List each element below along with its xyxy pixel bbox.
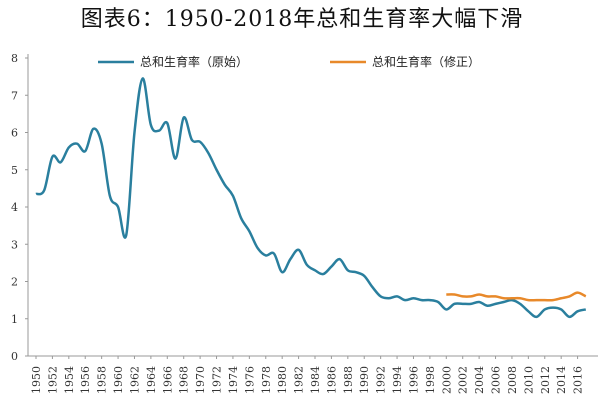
y-tick-label: 1 [11, 313, 18, 326]
x-tick-label: 1960 [112, 366, 125, 394]
x-tick-label: 1972 [211, 366, 224, 394]
x-tick-label: 1976 [243, 366, 256, 394]
y-tick-label: 4 [11, 201, 18, 214]
legend: 总和生育率（原始） 总和生育率（修正） [98, 54, 480, 69]
x-tick-label: 2006 [490, 366, 503, 394]
y-tick-label: 6 [11, 127, 18, 140]
series-line-revised [446, 291, 587, 302]
legend-item-original-label: 总和生育率（原始） [140, 54, 248, 69]
series-line-original [35, 77, 587, 319]
x-tick-label: 2012 [539, 366, 552, 394]
x-tick-label: 2008 [506, 366, 519, 394]
x-tick-label: 2010 [522, 366, 535, 394]
y-tick-label: 2 [11, 276, 18, 289]
x-tick-label: 1954 [63, 366, 76, 394]
legend-item-revised-label: 总和生育率（修正） [372, 54, 480, 69]
x-tick-label: 2014 [555, 366, 568, 394]
x-tick-label: 1956 [79, 366, 92, 394]
x-tick-label: 1986 [325, 366, 338, 394]
y-tick-label: 0 [11, 350, 18, 363]
x-tick-label: 1980 [276, 366, 289, 394]
x-tick-label: 1968 [178, 366, 191, 394]
x-tick-label: 1990 [358, 366, 371, 394]
x-tick-label: 1994 [391, 366, 404, 394]
x-tick-label: 1952 [46, 366, 59, 394]
x-tick-label: 2000 [440, 366, 453, 394]
x-tick-label: 1974 [227, 366, 240, 394]
axes-layer: 0 1 2 3 4 5 6 7 8 1950 1952 1954 1956 1958 1960 1962 196… [11, 52, 598, 394]
x-tick-label: 1964 [145, 366, 158, 394]
x-tick-label: 1982 [293, 366, 306, 394]
y-tick-label: 3 [11, 238, 18, 251]
x-tick-label: 1962 [128, 366, 141, 394]
x-tick-label: 1966 [161, 366, 174, 394]
x-tick-label: 1978 [260, 366, 273, 394]
x-tick-label: 2004 [473, 366, 486, 394]
x-tick-label: 1984 [309, 366, 322, 394]
y-tick-label: 8 [11, 52, 18, 65]
y-tick-label: 7 [11, 89, 18, 102]
x-tick-label: 2002 [457, 366, 470, 394]
x-tick-label: 1996 [407, 366, 420, 394]
x-tick-label: 1958 [96, 366, 109, 394]
series-layer [35, 77, 587, 319]
x-tick-label: 1992 [375, 366, 388, 394]
x-tick-label: 1970 [194, 366, 207, 394]
x-tick-label: 1988 [342, 366, 355, 394]
x-tick-label: 1950 [30, 366, 43, 394]
chart-title: 图表6：1950-2018年总和生育率大幅下滑 [80, 7, 524, 32]
x-tick-label: 2016 [572, 366, 585, 394]
y-tick-label: 5 [11, 164, 18, 177]
x-tick-label: 1998 [424, 366, 437, 394]
